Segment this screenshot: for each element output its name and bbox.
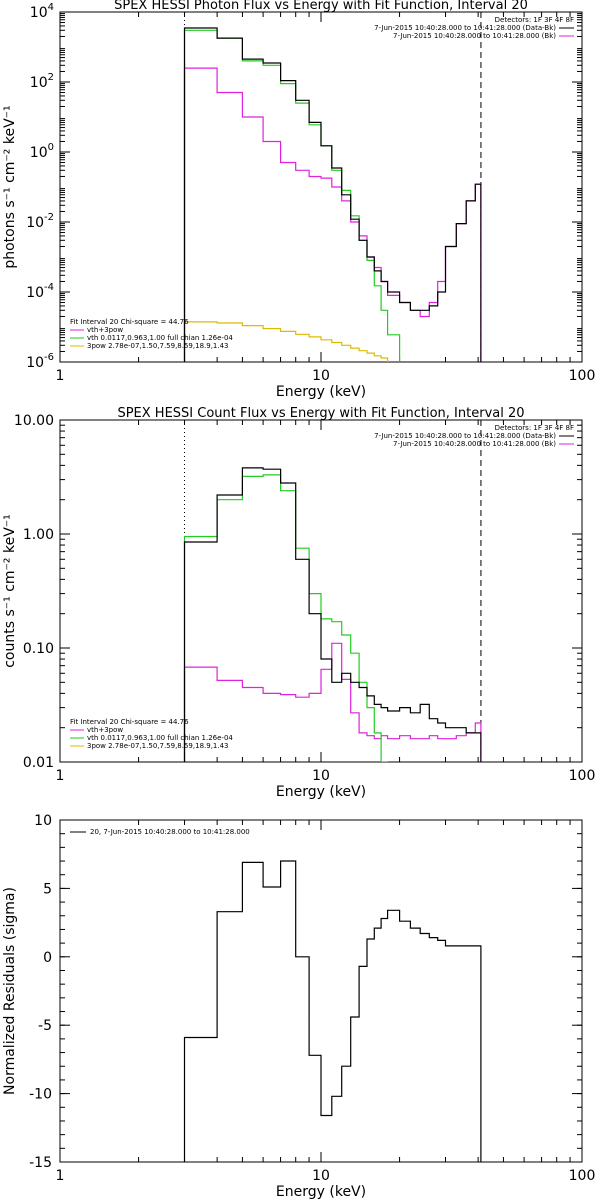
x-tick-label: 100	[569, 1168, 596, 1184]
fit-legend-line: Fit Interval 20 Chi-square = 44.76	[70, 718, 189, 726]
plot-frame	[59, 419, 583, 763]
legend-header-line: Detectors: 1F 3F 4F 8F	[495, 424, 574, 432]
fit-legend-line: 3pow 2.78e-07,1.50,7.59,8.59,18.9,1.43	[87, 742, 229, 750]
x-tick-label: 10	[312, 1168, 330, 1184]
y-tick-base: 10	[30, 145, 48, 161]
residual-legend-text: 20, 7-Jun-2015 10:40:28.000 to 10:41:28.…	[90, 828, 250, 836]
x-axis-label: Energy (keV)	[276, 1184, 366, 1200]
fit-legend-line: vth 0.0117,0.963,1.00 full chian 1.26e-0…	[87, 334, 233, 342]
x-tick-label: 100	[569, 368, 596, 384]
y-tick-exponent: -4	[44, 282, 54, 293]
series-data-histogram	[183, 860, 482, 1162]
fit-legend-line: vth 0.0117,0.963,1.00 full chian 1.26e-0…	[87, 734, 233, 742]
series-vth-histogram	[183, 642, 482, 762]
y-tick-label: -5	[38, 1018, 52, 1034]
x-tick-label: 10	[312, 368, 330, 384]
y-tick-label: 10-6	[26, 352, 54, 371]
y-tick-base: 10	[26, 285, 44, 301]
y-tick-label: -15	[29, 1155, 52, 1171]
y-tick-base: 10	[30, 75, 48, 91]
y-tick-label: 0.10	[23, 641, 54, 657]
y-tick-label: 104	[30, 2, 54, 21]
x-axis-label: Energy (keV)	[276, 784, 366, 800]
x-tick-label: 1	[56, 1168, 65, 1184]
y-axis-label: photons s⁻¹ cm⁻² keV⁻¹	[2, 105, 18, 268]
y-tick-label: 0.01	[23, 755, 54, 771]
y-tick-base: 10	[30, 5, 48, 21]
y-tick-base: 10	[26, 215, 44, 231]
y-tick-exponent: -2	[44, 212, 54, 223]
series-vth-histogram	[183, 67, 482, 362]
legend-header-line: 7-Jun-2015 10:40:28.000 to 10:41:28.000 …	[393, 32, 556, 40]
legend-header-line: 7-Jun-2015 10:40:28.000 to 10:41:28.000 …	[393, 440, 556, 448]
x-tick-label: 10	[312, 768, 330, 784]
plot-frame	[59, 11, 583, 363]
y-tick-label: 10-2	[26, 212, 54, 231]
x-tick-label: 1	[56, 768, 65, 784]
series-data-histogram	[183, 467, 482, 762]
y-axis-label: counts s⁻¹ cm⁻² keV⁻¹	[2, 514, 18, 668]
y-tick-label: 100	[30, 142, 54, 161]
series-powerlaw-histogram	[183, 321, 389, 362]
x-axis-label: Energy (keV)	[276, 384, 366, 400]
y-tick-label: 0	[43, 950, 52, 966]
y-tick-label: 10-4	[26, 282, 54, 301]
x-tick-label: 1	[56, 368, 65, 384]
fit-legend-line: 3pow 2.78e-07,1.50,7.59,8.59,18.9,1.43	[87, 342, 229, 350]
y-axis-label: Normalized Residuals (sigma)	[2, 887, 18, 1095]
chart-title: SPEX HESSI Photon Flux vs Energy with Fi…	[114, 0, 528, 13]
legend-header-line: 7-Jun-2015 10:40:28.000 to 10:41:28.000 …	[374, 24, 556, 32]
y-tick-exponent: 4	[48, 2, 54, 13]
chart-title: SPEX HESSI Count Flux vs Energy with Fit…	[117, 406, 524, 421]
legend-header-line: 7-Jun-2015 10:40:28.000 to 10:41:28.000 …	[374, 432, 556, 440]
fit-legend-line: vth+3pow	[87, 726, 123, 734]
series-data-histogram	[183, 27, 482, 362]
y-tick-label: 10.00	[14, 413, 54, 429]
y-tick-label: 1.00	[23, 527, 54, 543]
y-tick-label: 102	[30, 72, 54, 91]
y-tick-label: 10	[34, 813, 52, 829]
fit-legend-line: Fit Interval 20 Chi-square = 44.76	[70, 318, 189, 326]
y-tick-label: 5	[43, 881, 52, 897]
series-total-histogram	[183, 474, 389, 762]
y-tick-label: -10	[29, 1087, 52, 1103]
y-tick-base: 10	[26, 355, 44, 371]
y-tick-exponent: 0	[48, 142, 54, 153]
fit-legend-line: vth+3pow	[87, 326, 123, 334]
legend-header-line: Detectors: 1F 3F 4F 8F	[495, 16, 574, 24]
y-tick-exponent: 2	[48, 72, 54, 83]
x-tick-label: 100	[569, 768, 596, 784]
y-tick-exponent: -6	[44, 352, 54, 363]
